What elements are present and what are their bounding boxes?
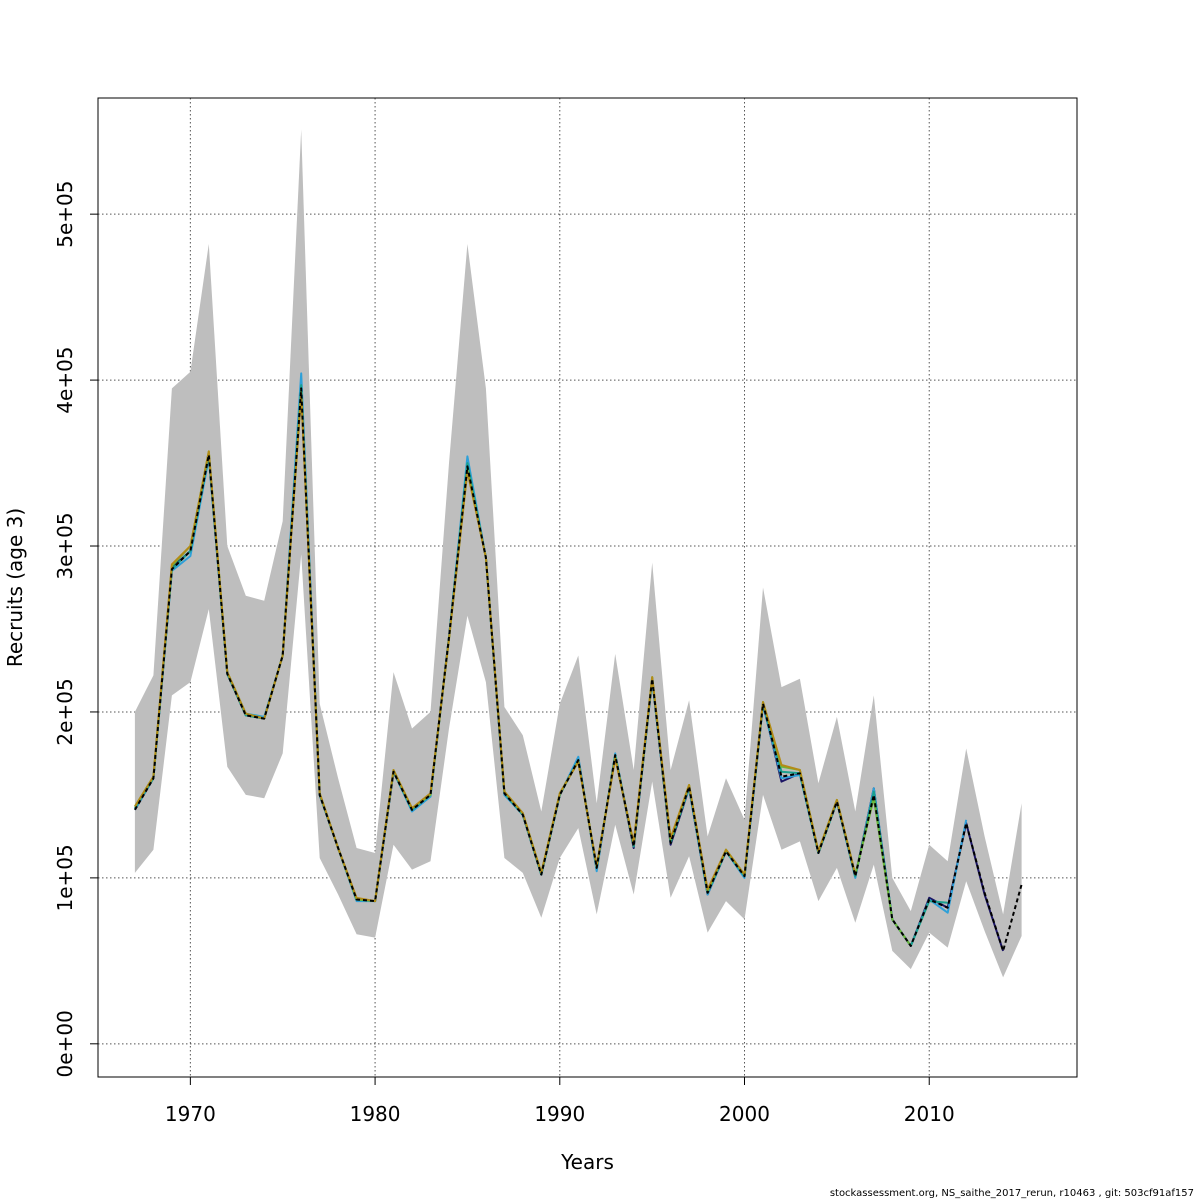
y-axis: 0e+00 1e+05 2e+05 3e+05 4e+05 5e+05: [53, 181, 98, 1077]
x-tick-label: 1990: [534, 1102, 585, 1126]
x-tick-label: 1980: [350, 1102, 401, 1126]
series-lines: [134, 372, 1023, 952]
x-axis-title: Years: [560, 1150, 614, 1174]
x-tick-label: 2000: [719, 1102, 770, 1126]
y-tick-label: 5e+05: [53, 181, 77, 248]
y-axis-title: Recruits (age 3): [3, 508, 27, 667]
y-tick-label: 1e+05: [53, 844, 77, 911]
y-tick-label: 0e+00: [53, 1010, 77, 1077]
confidence-band: [134, 129, 1022, 978]
y-tick-label: 3e+05: [53, 512, 77, 579]
plot-frame: [97, 97, 1078, 1078]
x-axis: 1970 1980 1990 2000 2010: [165, 1077, 955, 1126]
x-tick-label: 1970: [165, 1102, 216, 1126]
y-tick-label: 2e+05: [53, 678, 77, 745]
x-tick-label: 2010: [904, 1102, 955, 1126]
y-tick-label: 4e+05: [53, 346, 77, 413]
footer-credit: stockassessment.org, NS_saithe_2017_reru…: [829, 1188, 1194, 1199]
series-line-0: [134, 387, 1023, 952]
